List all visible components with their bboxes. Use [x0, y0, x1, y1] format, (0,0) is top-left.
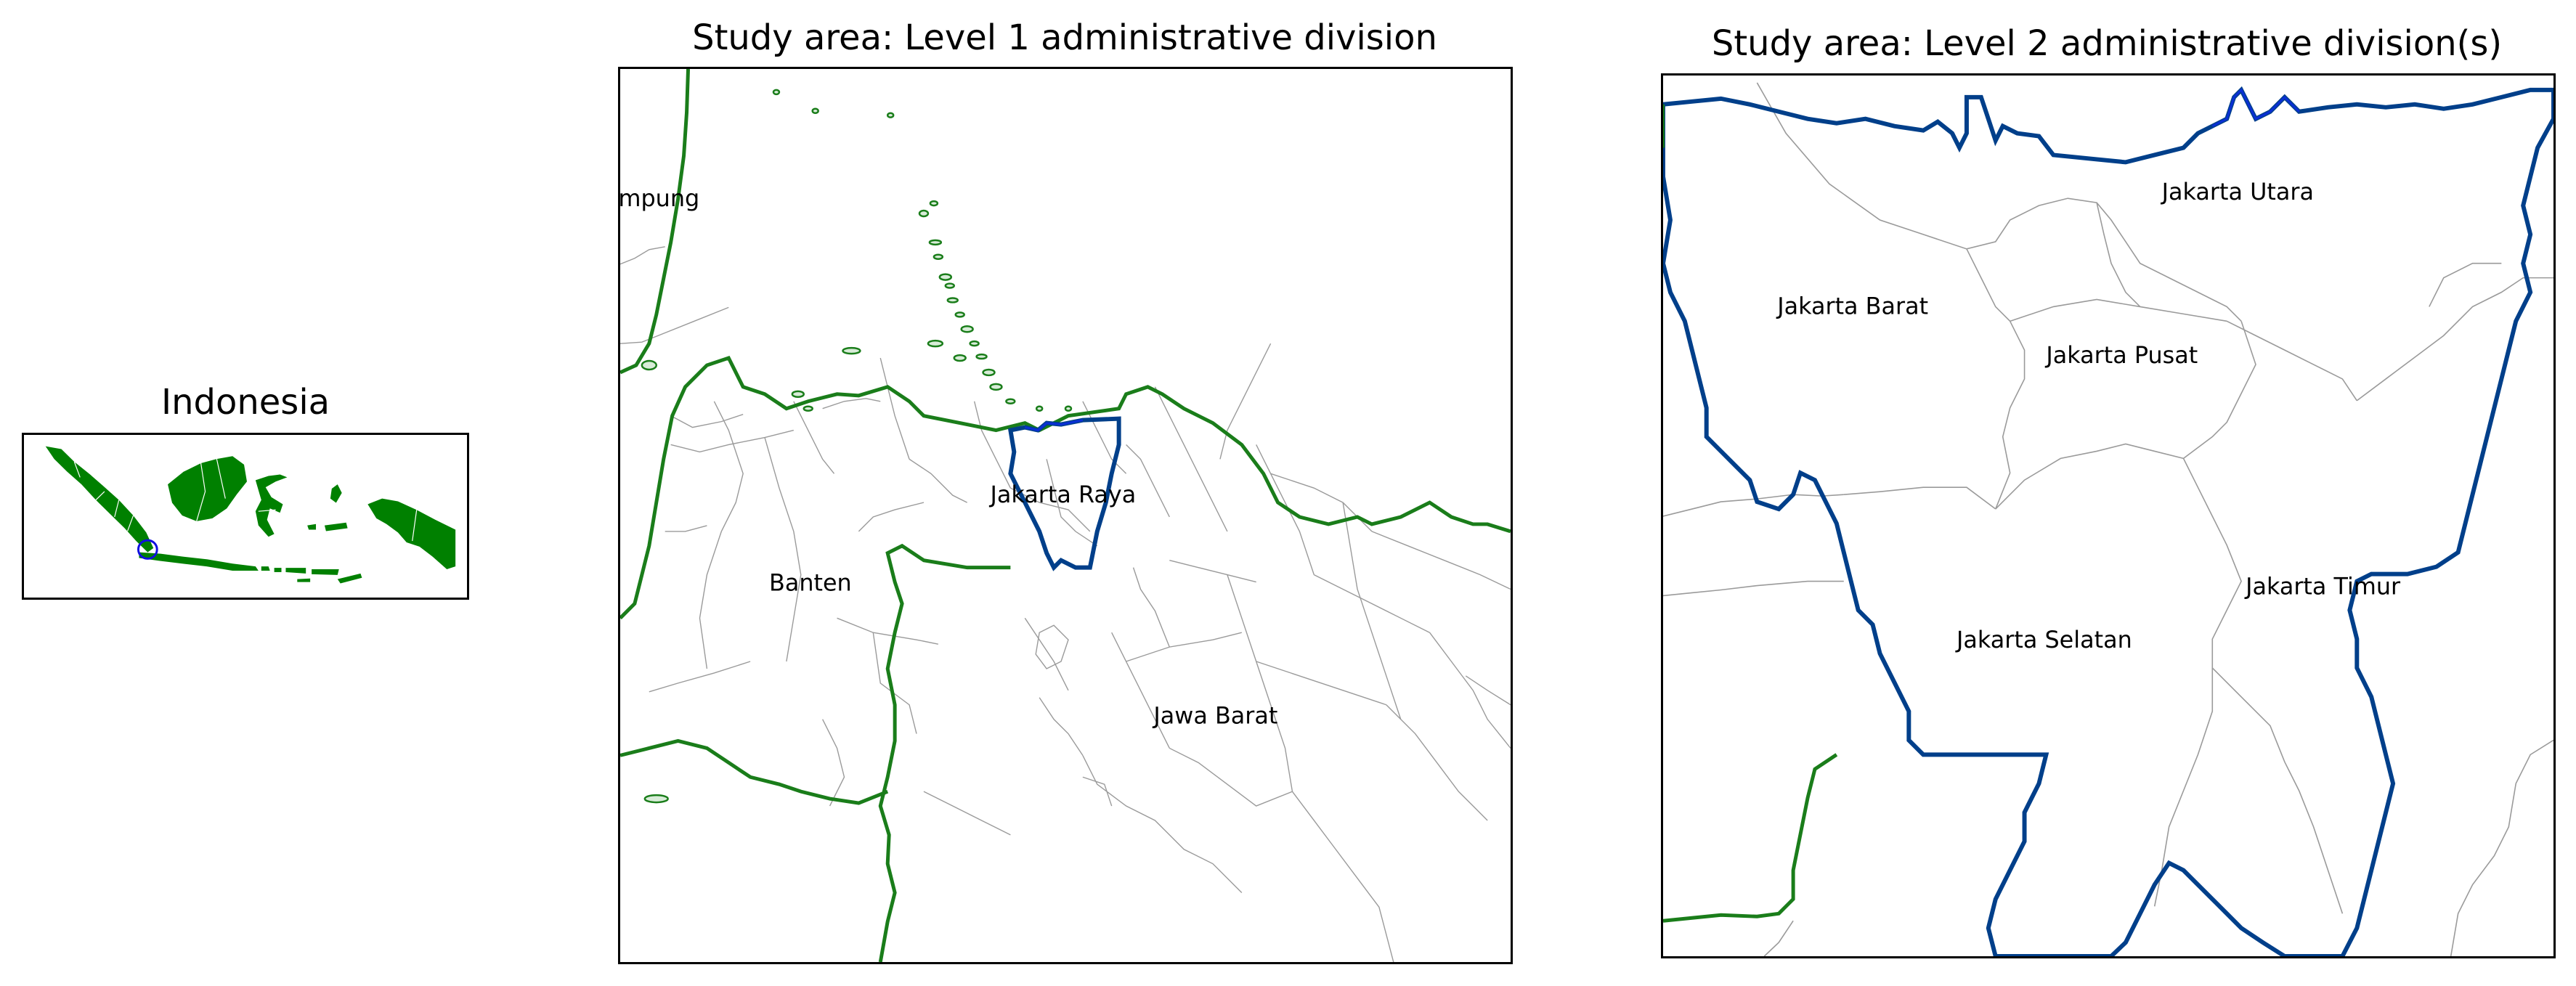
island-flores	[312, 569, 339, 575]
label-lampung: Lampung	[620, 184, 699, 212]
level1-map-title: Study area: Level 1 administrative divis…	[692, 17, 1437, 58]
jakarta-outline[interactable]	[1663, 86, 2553, 956]
island-buru	[307, 523, 317, 530]
overview-map-canvas	[45, 446, 456, 584]
level2-map[interactable]: Jakarta Utara Jakarta Barat Jakarta Pusa…	[1661, 73, 2556, 958]
island-sumatra	[45, 446, 154, 553]
level1-map-canvas: Lampung Banten Jakarta Raya Jawa Barat	[620, 69, 1511, 962]
label-jakarta-selatan: Jakarta Selatan	[1955, 626, 2132, 653]
jakarta-coast-detail	[2211, 88, 2300, 127]
island-kalimantan	[168, 456, 247, 521]
overview-map-title: Indonesia	[161, 382, 330, 423]
study-area-marker[interactable]	[137, 539, 158, 560]
label-jakarta-pusat: Jakarta Pusat	[2044, 341, 2198, 369]
label-jawa-barat: Jawa Barat	[1152, 702, 1277, 730]
label-jakarta-raya: Jakarta Raya	[989, 481, 1137, 508]
java-north-coastline	[620, 356, 1511, 620]
label-jakarta-timur: Jakarta Timur	[2244, 572, 2401, 600]
kepulauan-seribu-islands	[641, 89, 1073, 804]
island-sumbawa	[285, 568, 306, 574]
island-java	[139, 552, 259, 571]
overview-map[interactable]	[22, 433, 469, 600]
island-papua	[367, 498, 456, 570]
java-south-coastline	[620, 738, 889, 805]
level1-map[interactable]: Lampung Banten Jakarta Raya Jawa Barat	[618, 67, 1513, 964]
level2-internal-boundaries	[1663, 82, 2553, 956]
island-bali	[261, 566, 270, 571]
lampung-coastline	[620, 69, 691, 375]
island-halmahera	[330, 484, 342, 503]
jakarta-raya-coast	[1024, 419, 1084, 432]
label-banten: Banten	[769, 569, 852, 596]
island-sulawesi	[255, 474, 288, 537]
island-sumba	[297, 578, 311, 582]
level2-map-title: Study area: Level 2 administrative divis…	[1711, 23, 2503, 64]
banten-border-segment	[1663, 753, 1838, 923]
overview-internal-boundaries	[73, 458, 418, 542]
label-jakarta-utara: Jakarta Utara	[2161, 178, 2314, 205]
label-jakarta-barat: Jakarta Barat	[1776, 292, 1928, 319]
island-seram	[324, 522, 348, 531]
banten-jawabarat-border	[878, 543, 1011, 962]
island-timor	[337, 573, 362, 584]
level1-internal-boundaries	[620, 246, 1511, 962]
level2-map-canvas: Jakarta Utara Jakarta Barat Jakarta Pusa…	[1663, 82, 2553, 956]
island-lombok	[274, 568, 282, 572]
